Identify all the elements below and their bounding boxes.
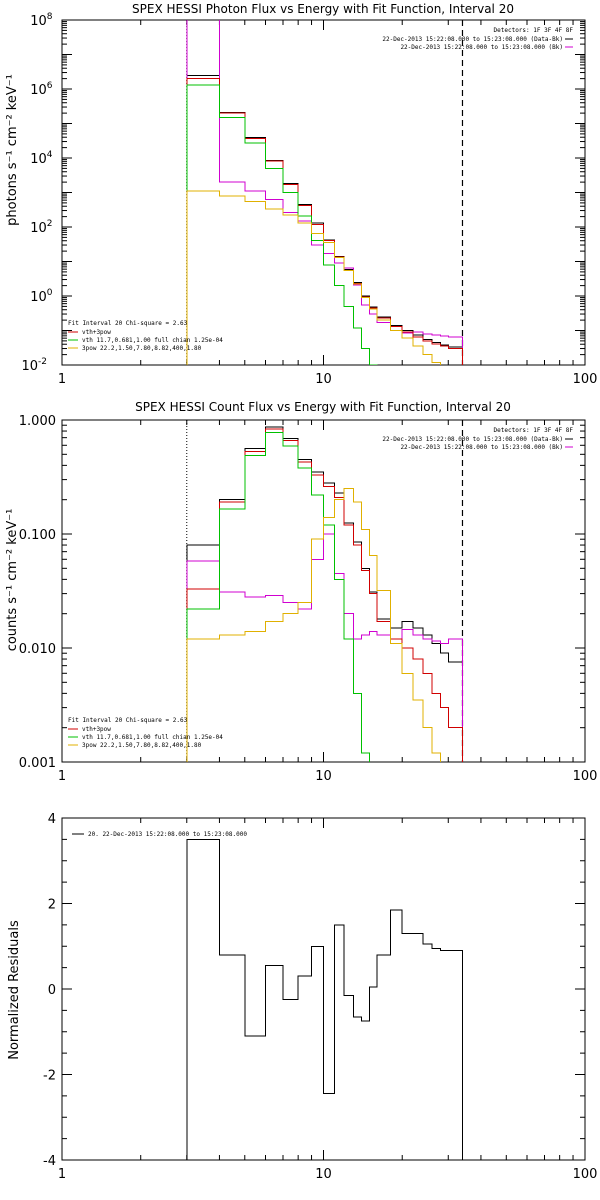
count-chart-title: SPEX HESSI Count Flux vs Energy with Fit… bbox=[135, 400, 511, 414]
count-series-data-bk bbox=[186, 426, 463, 762]
photon-chart-title: SPEX HESSI Photon Flux vs Energy with Fi… bbox=[132, 2, 514, 16]
photon-x-tick-label: 10 bbox=[315, 372, 332, 387]
count-legend-detectors: Detectors: 1F 3F 4F 8F bbox=[494, 427, 574, 434]
residuals-x-tick-label: 100 bbox=[573, 1167, 598, 1182]
count-chart-ylabel: counts s⁻¹ cm⁻² keV⁻¹ bbox=[5, 509, 20, 652]
photon-series-3pow bbox=[186, 190, 441, 365]
count-series-bk bbox=[186, 533, 463, 762]
photon-legend-bl-entry: vth+3pow bbox=[82, 329, 111, 336]
photon-x-tick-label: 100 bbox=[573, 372, 598, 387]
residuals-chart-ylabel: Normalized Residuals bbox=[7, 920, 22, 1060]
count-series-3pow bbox=[186, 488, 441, 762]
photon-chart-ylabel: photons s⁻¹ cm⁻² keV⁻¹ bbox=[5, 74, 20, 226]
count-y-tick-label: 0.100 bbox=[19, 528, 56, 543]
count-flux-chart: SPEX HESSI Count Flux vs Energy with Fit… bbox=[5, 400, 511, 651]
photon-legend-bl-entry: vth 11.7,0.681,1.00 full chian 1.25e-04 bbox=[82, 337, 223, 344]
residuals-legend-tl-entry: 20. 22-Dec-2013 15:22:08.000 to 15:23:08… bbox=[88, 831, 247, 838]
photon-y-tick-label: 108 bbox=[30, 12, 53, 29]
residuals-y-tick-label: -4 bbox=[43, 1154, 56, 1169]
photon-plot-group: 1 10 100 10-2 100 102 104 106 108 Detectors: 1F 3… bbox=[21, 12, 598, 387]
count-y-tick-label: 0.010 bbox=[19, 642, 56, 657]
photon-series-vth-3pow bbox=[186, 78, 463, 365]
photon-legend-tr-entry: 22-Dec-2013 15:22:08.000 to 15:23:08.000… bbox=[400, 44, 563, 51]
count-legend-bl-entry: 3pow 22.2,1.50,7.80,8.82,400,1.80 bbox=[82, 742, 202, 749]
residuals-series-residuals bbox=[186, 838, 463, 1160]
photon-legend-fit: Fit Interval 20 Chi-square = 2.63 bbox=[68, 320, 188, 327]
photon-flux-chart: SPEX HESSI Photon Flux vs Energy with Fi… bbox=[5, 2, 514, 226]
photon-series-vth bbox=[186, 84, 378, 365]
photon-legend-bl-entry: 3pow 22.2,1.50,7.80,8.82,400,1.80 bbox=[82, 345, 202, 352]
residuals-plot-group: 1 10 100 -4 -2 0 2 4 20. 22-Dec-2013 15:22:08.00… bbox=[43, 812, 598, 1182]
residuals-y-tick-label: 2 bbox=[48, 898, 56, 913]
photon-series-bk bbox=[186, 20, 463, 365]
residuals-y-tick-label: -2 bbox=[43, 1069, 56, 1084]
photon-y-tick-label: 100 bbox=[30, 288, 53, 305]
residuals-y-tick-label: 4 bbox=[48, 812, 56, 827]
count-plot-frame bbox=[61, 419, 586, 763]
count-legend-tr-entry: 22-Dec-2013 15:22:08.000 to 15:23:08.000… bbox=[400, 444, 563, 451]
residuals-y-tick-label: 0 bbox=[48, 983, 56, 998]
count-y-tick-label: 1.000 bbox=[19, 414, 56, 429]
residuals-chart: Normalized Residuals bbox=[7, 920, 22, 1060]
count-x-tick-label: 1 bbox=[58, 769, 66, 784]
photon-plot-frame bbox=[61, 19, 586, 366]
count-x-tick-label: 100 bbox=[573, 769, 598, 784]
photon-y-tick-label: 104 bbox=[30, 150, 53, 167]
residuals-x-tick-label: 1 bbox=[58, 1167, 66, 1182]
count-legend-bl-entry: vth+3pow bbox=[82, 726, 111, 733]
residuals-x-tick-label: 10 bbox=[315, 1167, 332, 1182]
photon-y-tick-label: 10-2 bbox=[21, 357, 47, 374]
photon-legend-tr-entry: 22-Dec-2013 15:22:08.000 to 15:23:08.000… bbox=[382, 36, 563, 43]
count-legend-bl-entry: vth 11.7,0.681,1.00 full chian 1.25e-04 bbox=[82, 734, 223, 741]
photon-series-data-bk bbox=[186, 74, 463, 365]
photon-x-tick-label: 1 bbox=[58, 372, 66, 387]
count-x-tick-label: 10 bbox=[315, 769, 332, 784]
count-legend-fit: Fit Interval 20 Chi-square = 2.63 bbox=[68, 717, 188, 724]
count-legend-tr-entry: 22-Dec-2013 15:22:08.000 to 15:23:08.000… bbox=[382, 436, 563, 443]
photon-y-tick-label: 102 bbox=[30, 219, 52, 236]
count-plot-group: 1 10 100 0.001 0.010 0.100 1.000 Detectors: 1F … bbox=[19, 414, 598, 784]
count-series-vth-3pow bbox=[186, 428, 463, 762]
photon-legend-detectors: Detectors: 1F 3F 4F 8F bbox=[494, 27, 574, 34]
count-series-vth bbox=[186, 431, 370, 762]
count-y-tick-label: 0.001 bbox=[19, 756, 56, 771]
photon-y-tick-label: 106 bbox=[30, 81, 53, 98]
